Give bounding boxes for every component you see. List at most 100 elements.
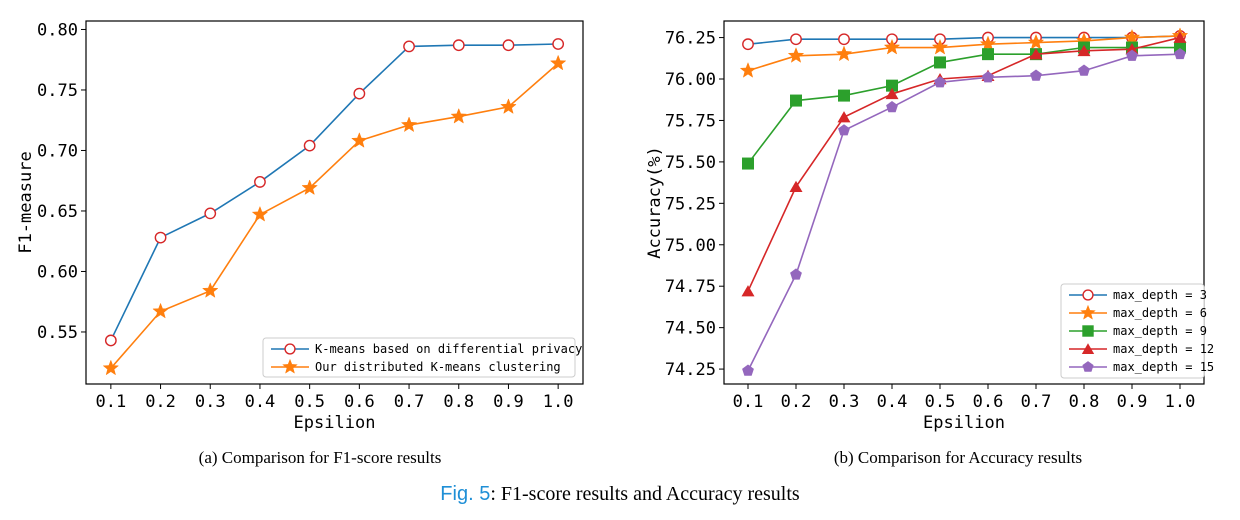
y-axis-label: F1-measure [16, 151, 36, 253]
x-tick-label: 0.4 [245, 392, 276, 412]
series-line [110, 43, 559, 341]
figure-caption: Fig. 5: F1-score results and Accuracy re… [440, 483, 800, 505]
legend-box [1060, 283, 1205, 379]
data-point [790, 94, 802, 107]
data-point [934, 76, 946, 88]
series-acc-3 [742, 41, 1186, 170]
series-line [747, 36, 1181, 292]
x-tick-label: 0.3 [829, 392, 860, 412]
legend-marker [1081, 343, 1095, 354]
legend-label: max_depth = 9 [1113, 324, 1207, 338]
series-f1-2 [102, 54, 567, 376]
data-point [1078, 64, 1090, 76]
data-point [886, 79, 898, 92]
legend-marker [1082, 325, 1094, 337]
y-tick-label: 74.75 [665, 277, 716, 297]
data-point [104, 334, 117, 347]
y-tick-label: 0.70 [37, 141, 78, 161]
data-point [204, 207, 217, 220]
series-line [747, 35, 1181, 72]
data-point [152, 302, 169, 319]
x-tick-label: 0.8 [1069, 392, 1100, 412]
data-point [934, 56, 946, 69]
data-point [787, 47, 805, 63]
data-point [102, 359, 120, 376]
y-tick-label: 75.50 [665, 153, 716, 173]
x-tick-label: 0.3 [195, 392, 226, 412]
data-point [883, 38, 901, 55]
data-point [353, 87, 366, 100]
data-point [1077, 44, 1091, 57]
data-point [885, 87, 899, 100]
legend-label: max_depth = 15 [1113, 360, 1214, 374]
data-point [351, 132, 368, 148]
series-line [747, 46, 1180, 165]
legend-marker [1080, 304, 1096, 320]
x-tick-label: 1.0 [543, 392, 574, 412]
y-tick-label: 74.50 [665, 319, 716, 339]
legend: K-means based on differential privacy Our… [262, 337, 582, 378]
data-point [201, 282, 219, 298]
legend: max_depth = 3 max_depth = 6 max_depth = 9 m… [1060, 283, 1214, 379]
y-tick-label: 0.75 [37, 81, 78, 101]
y-tick-label: 0.55 [37, 323, 78, 343]
chart-f1-score: 0.1 0.2 0.3 0.4 0.5 0.6 0.7 0.8 0.9 1.0 0.55 0.60 0.… [16, 20, 584, 433]
data-point [400, 116, 418, 133]
data-point [982, 71, 994, 83]
x-tick-label: 0.5 [925, 392, 956, 412]
legend-marker [1082, 289, 1094, 301]
data-point [1125, 43, 1139, 55]
legend-label: max_depth = 3 [1113, 288, 1207, 302]
series-line [747, 53, 1181, 372]
data-point [790, 33, 802, 46]
x-tick-label: 0.7 [394, 392, 425, 412]
data-point [452, 39, 465, 52]
data-point [1030, 69, 1042, 81]
data-point [886, 100, 898, 113]
legend-label: max_depth = 6 [1113, 306, 1207, 320]
y-tick-label: 76.00 [665, 70, 716, 90]
data-point [790, 268, 802, 280]
legend-label: Our distributed K-means clustering [315, 360, 561, 374]
data-point [1123, 28, 1141, 45]
data-point [1027, 33, 1045, 50]
x-tick-label: 0.9 [493, 392, 524, 412]
data-point [838, 124, 850, 136]
x-tick-label: 0.4 [877, 392, 908, 412]
x-tick-label: 1.0 [1165, 392, 1196, 412]
x-tick-label: 0.9 [1117, 392, 1148, 412]
data-point [500, 98, 517, 114]
data-point [789, 180, 803, 192]
x-tick-label: 0.6 [344, 392, 375, 412]
data-point [982, 48, 994, 61]
x-tick-label: 0.2 [145, 392, 176, 412]
y-tick-label: 0.80 [37, 20, 78, 40]
series-acc-4 [741, 31, 1187, 297]
figure-reference-link[interactable]: Fig. 5 [440, 483, 490, 505]
data-point [450, 107, 468, 124]
data-point [502, 39, 515, 52]
data-point [979, 35, 997, 52]
subcaption-a: (a) Comparison for F1-score results [199, 448, 442, 467]
data-point [1174, 47, 1186, 60]
x-tick-label: 0.8 [443, 392, 474, 412]
x-tick-label: 0.2 [781, 392, 812, 412]
series-line [110, 62, 559, 369]
data-point [837, 111, 851, 123]
data-point [742, 38, 754, 51]
plot-frame [85, 20, 584, 385]
data-point [739, 62, 757, 78]
x-axis-label: Epsilion [294, 413, 376, 433]
legend-marker [282, 358, 298, 374]
data-point [301, 179, 318, 196]
data-point [251, 205, 269, 222]
legend-label: max_depth = 12 [1113, 342, 1214, 356]
x-tick-label: 0.7 [1021, 392, 1052, 412]
figure-caption-text: : F1-score results and Accuracy results [490, 483, 800, 505]
data-point [838, 33, 850, 46]
data-point [1126, 49, 1138, 61]
y-tick-label: 0.65 [37, 202, 78, 222]
y-axis-label: Accuracy(%) [645, 146, 665, 259]
chart-accuracy: 0.1 0.2 0.3 0.4 0.5 0.6 0.7 0.8 0.9 1.0 74.25 74.50… [645, 20, 1214, 433]
